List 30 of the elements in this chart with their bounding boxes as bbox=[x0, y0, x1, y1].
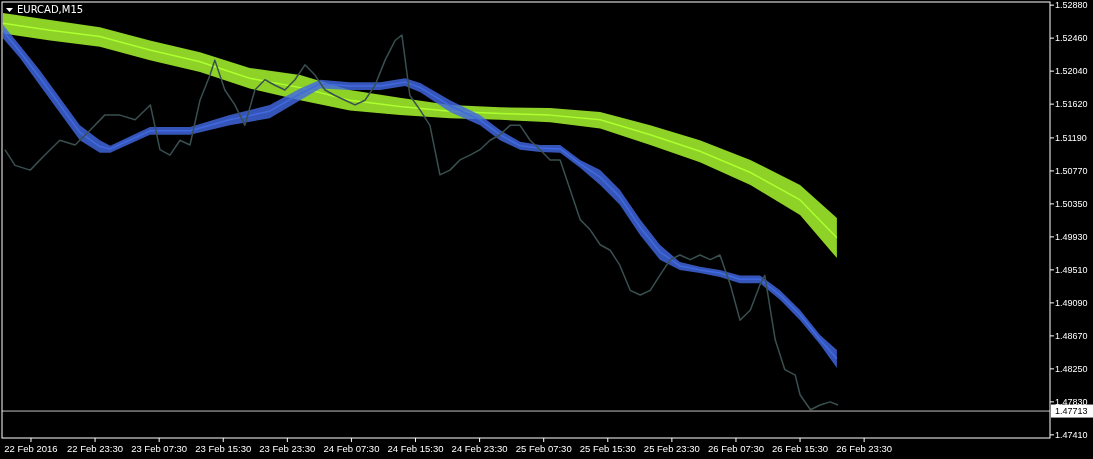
y-tick-label: 1.49930 bbox=[1055, 232, 1088, 243]
y-tick-label: 1.52460 bbox=[1055, 33, 1088, 44]
y-tick-label: 1.48250 bbox=[1055, 364, 1088, 375]
x-tick-label: 25 Feb 23:30 bbox=[643, 443, 700, 454]
x-tick-label: 24 Feb 23:30 bbox=[451, 443, 508, 454]
y-tick-label: 1.52040 bbox=[1055, 66, 1088, 77]
y-tick-label: 1.47830 bbox=[1055, 397, 1088, 408]
y-tick-label: 1.51190 bbox=[1055, 133, 1087, 144]
x-tick-label: 22 Feb 23:30 bbox=[67, 443, 124, 454]
x-tick-label: 23 Feb 07:30 bbox=[131, 443, 188, 454]
y-tick-label: 1.49090 bbox=[1055, 298, 1088, 309]
y-tick-label: 1.52880 bbox=[1055, 0, 1088, 11]
y-tick-label: 1.50350 bbox=[1055, 199, 1088, 210]
x-tick-label: 26 Feb 23:30 bbox=[836, 443, 893, 454]
x-tick-label: 23 Feb 23:30 bbox=[259, 443, 316, 454]
x-tick-label: 25 Feb 15:30 bbox=[579, 443, 636, 454]
x-tick-label: 24 Feb 15:30 bbox=[387, 443, 444, 454]
x-tick-label: 26 Feb 15:30 bbox=[772, 443, 829, 454]
y-tick-label: 1.51620 bbox=[1055, 99, 1088, 110]
x-tick-label: 22 Feb 2016 bbox=[4, 443, 58, 454]
x-tick-label: 26 Feb 07:30 bbox=[707, 443, 764, 454]
y-tick-label: 1.47410 bbox=[1055, 430, 1088, 441]
y-tick-label: 1.49510 bbox=[1055, 265, 1088, 276]
x-tick-label: 25 Feb 07:30 bbox=[515, 443, 572, 454]
ref-line-label: 1.47713 bbox=[1055, 406, 1088, 417]
chart-title: EURCAD,M15 bbox=[17, 4, 84, 15]
x-tick-label: 24 Feb 07:30 bbox=[323, 443, 380, 454]
y-tick-label: 1.48670 bbox=[1055, 331, 1088, 342]
y-tick-label: 1.50770 bbox=[1055, 166, 1088, 177]
x-tick-label: 23 Feb 15:30 bbox=[195, 443, 252, 454]
